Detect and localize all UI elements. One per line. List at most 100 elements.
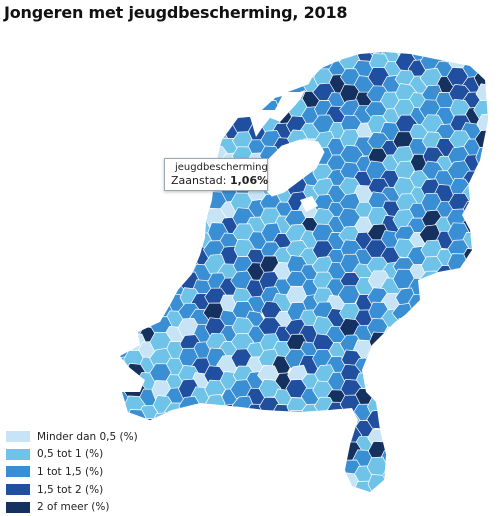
- municipality-region[interactable]: [4, 91, 27, 111]
- municipality-region[interactable]: [449, 348, 469, 367]
- municipality-region[interactable]: [286, 38, 307, 58]
- municipality-region[interactable]: [82, 403, 104, 423]
- municipality-region[interactable]: [98, 161, 119, 181]
- municipality-region[interactable]: [110, 294, 129, 313]
- municipality-region[interactable]: [69, 365, 90, 385]
- municipality-region[interactable]: [476, 350, 496, 368]
- municipality-region[interactable]: [233, 457, 254, 477]
- municipality-region[interactable]: [45, 319, 65, 337]
- municipality-region[interactable]: [192, 61, 215, 79]
- municipality-region[interactable]: [193, 124, 213, 141]
- municipality-region[interactable]: [163, 218, 186, 237]
- municipality-region[interactable]: [490, 294, 500, 314]
- municipality-region[interactable]: [30, 184, 52, 204]
- legend-item[interactable]: 1,5 tot 2 (%): [6, 481, 138, 499]
- municipality-region[interactable]: [476, 410, 499, 429]
- municipality-region[interactable]: [138, 280, 160, 297]
- municipality-region[interactable]: [207, 458, 229, 477]
- municipality-region[interactable]: [488, 168, 500, 187]
- municipality-region[interactable]: [450, 286, 470, 306]
- municipality-region[interactable]: [489, 497, 500, 515]
- municipality-region[interactable]: [312, 37, 334, 56]
- municipality-region[interactable]: [167, 91, 187, 111]
- municipality-region[interactable]: [17, 381, 38, 400]
- municipality-region[interactable]: [95, 209, 118, 228]
- municipality-region[interactable]: [124, 178, 145, 197]
- municipality-region[interactable]: [152, 473, 172, 492]
- municipality-region[interactable]: [56, 200, 78, 220]
- municipality-region[interactable]: [139, 265, 159, 284]
- municipality-region[interactable]: [137, 200, 158, 219]
- municipality-region[interactable]: [42, 381, 65, 401]
- municipality-region[interactable]: [0, 207, 9, 227]
- municipality-region[interactable]: [44, 334, 66, 353]
- municipality-region[interactable]: [423, 410, 444, 429]
- municipality-region[interactable]: [244, 467, 266, 486]
- municipality-region[interactable]: [478, 0, 497, 10]
- municipality-region[interactable]: [45, 271, 65, 290]
- municipality-region[interactable]: [193, 405, 214, 424]
- municipality-region[interactable]: [43, 100, 64, 119]
- municipality-region[interactable]: [17, 335, 38, 354]
- municipality-region[interactable]: [3, 170, 24, 188]
- municipality-region[interactable]: [370, 21, 389, 40]
- municipality-region[interactable]: [139, 124, 161, 143]
- municipality-region[interactable]: [113, 216, 133, 235]
- municipality-region[interactable]: [437, 449, 457, 468]
- municipality-region[interactable]: [83, 45, 105, 65]
- municipality-region[interactable]: [273, 47, 294, 66]
- municipality-region[interactable]: [30, 199, 51, 218]
- municipality-region[interactable]: [110, 280, 131, 299]
- municipality-region[interactable]: [474, 395, 497, 414]
- municipality-region[interactable]: [43, 116, 65, 135]
- municipality-region[interactable]: [15, 100, 38, 118]
- municipality-region[interactable]: [311, 428, 332, 447]
- municipality-region[interactable]: [85, 279, 106, 299]
- municipality-region[interactable]: [3, 358, 25, 377]
- municipality-region[interactable]: [179, 241, 200, 261]
- municipality-region[interactable]: [476, 241, 497, 261]
- municipality-region[interactable]: [138, 451, 160, 469]
- municipality-region[interactable]: [153, 193, 173, 211]
- municipality-region[interactable]: [382, 418, 403, 438]
- municipality-region[interactable]: [136, 419, 157, 438]
- municipality-region[interactable]: [463, 374, 486, 393]
- municipality-region[interactable]: [192, 141, 214, 160]
- municipality-region[interactable]: [436, 341, 457, 359]
- municipality-region[interactable]: [0, 318, 11, 337]
- municipality-region[interactable]: [448, 37, 470, 57]
- municipality-region[interactable]: [490, 76, 500, 95]
- municipality-region[interactable]: [0, 178, 10, 197]
- municipality-region[interactable]: [5, 215, 25, 234]
- municipality-region[interactable]: [98, 238, 120, 258]
- municipality-region[interactable]: [83, 388, 104, 407]
- municipality-region[interactable]: [394, 410, 416, 430]
- municipality-region[interactable]: [149, 114, 172, 133]
- municipality-region[interactable]: [233, 22, 255, 42]
- municipality-region[interactable]: [151, 270, 173, 289]
- municipality-region[interactable]: [488, 0, 500, 17]
- municipality-region[interactable]: [449, 428, 470, 445]
- municipality-region[interactable]: [258, 54, 280, 73]
- municipality-region[interactable]: [302, 44, 323, 64]
- municipality-region[interactable]: [204, 507, 226, 515]
- municipality-region[interactable]: [410, 341, 430, 360]
- municipality-region[interactable]: [73, 129, 94, 148]
- municipality-region[interactable]: [85, 295, 105, 314]
- municipality-region[interactable]: [422, 489, 443, 509]
- municipality-region[interactable]: [178, 52, 200, 72]
- municipality-region[interactable]: [165, 60, 188, 79]
- municipality-region[interactable]: [218, 436, 239, 455]
- municipality-region[interactable]: [312, 503, 334, 515]
- municipality-region[interactable]: [394, 489, 414, 508]
- municipality-region[interactable]: [220, 44, 241, 64]
- municipality-region[interactable]: [232, 506, 252, 515]
- municipality-region[interactable]: [84, 29, 105, 47]
- municipality-region[interactable]: [409, 373, 429, 391]
- municipality-region[interactable]: [410, 327, 429, 345]
- municipality-region[interactable]: [461, 279, 483, 298]
- municipality-region[interactable]: [45, 364, 66, 383]
- municipality-region[interactable]: [16, 21, 38, 40]
- municipality-region[interactable]: [16, 193, 38, 213]
- municipality-region[interactable]: [70, 99, 91, 119]
